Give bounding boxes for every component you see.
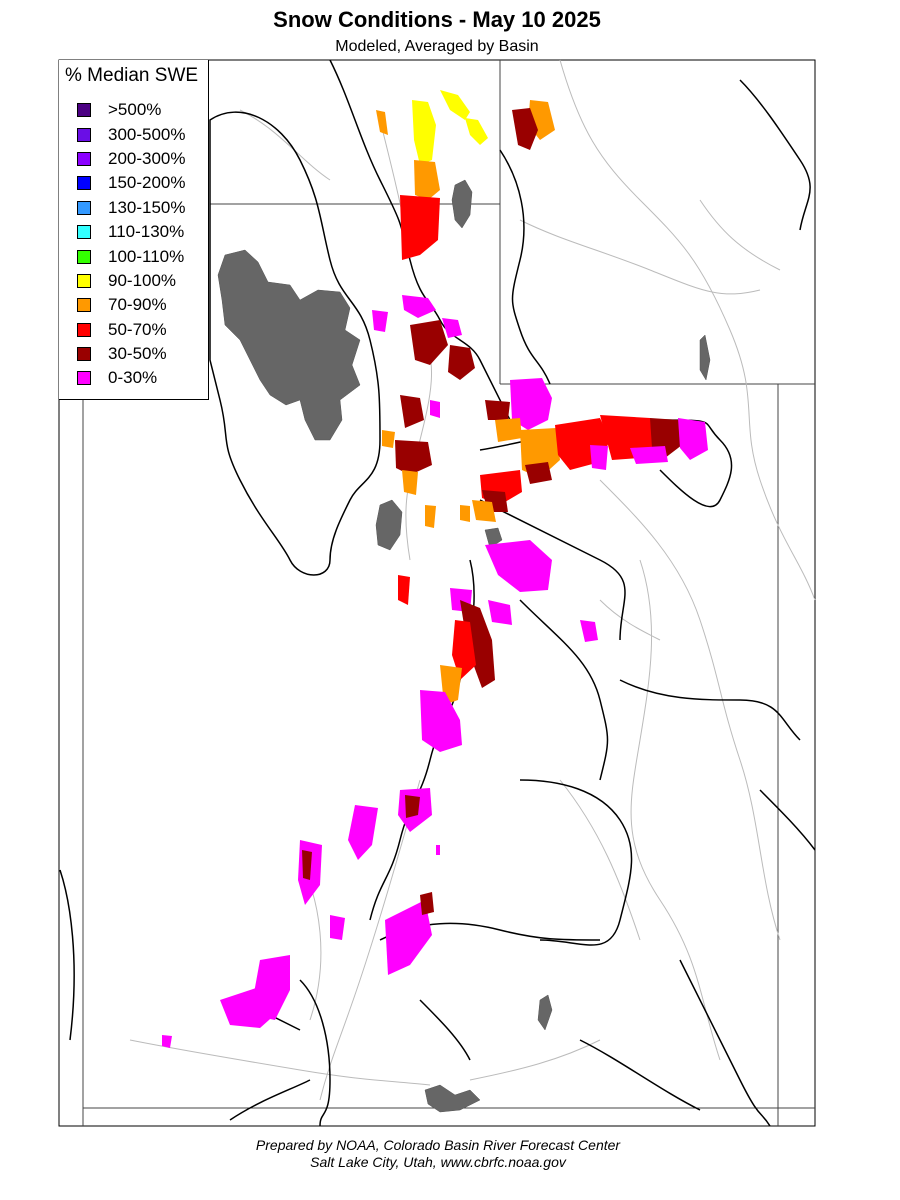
legend-item: 100-110% [77,244,186,268]
snow-patch [485,540,552,592]
snow-patch [400,195,440,260]
legend-swatch [77,371,91,386]
legend-items: >500% 300-500% 200-300% 150-200% 130-150% 110… [77,98,186,391]
legend-label: 300-500% [108,124,186,144]
legend-swatch [77,127,91,142]
legend-item: 150-200% [77,171,186,195]
water-bodies [217,179,711,1113]
legend-label: >500% [108,100,162,120]
legend-swatch [77,103,91,118]
map-frame [58,59,816,1127]
snow-patch [512,108,538,150]
snow-patch [465,118,488,145]
snow-patch [430,400,440,418]
snow-patches [162,90,708,1048]
snow-patch [410,320,448,365]
snow-patch [495,418,522,442]
basin-boundaries [59,59,816,1127]
snow-patch [630,446,668,464]
legend-swatch [77,151,91,166]
snow-patch [302,850,312,880]
legend-swatch [77,249,91,264]
snow-patch [452,620,476,680]
snow-patch [472,500,496,522]
credits: Prepared by NOAA, Colorado Basin River F… [0,1137,876,1171]
legend-swatch [77,200,91,215]
snow-patch [488,600,512,625]
snow-patch [425,505,436,528]
snow-patch [400,395,424,428]
legend-item: >500% [77,98,186,122]
snow-patch [330,915,345,940]
legend-label: 130-150% [108,197,186,217]
legend: % Median SWE >500% 300-500% 200-300% 150-20… [59,60,209,400]
legend-item: 200-300% [77,147,186,171]
snow-patch [678,418,708,460]
snow-patch [510,378,552,430]
legend-label: 90-100% [108,270,177,290]
legend-label: 100-110% [108,246,185,266]
snow-patch [348,805,378,860]
snow-patch [525,462,552,484]
snow-patch [412,100,436,165]
snow-patch [436,845,440,855]
legend-item: 130-150% [77,196,186,220]
snow-patch [448,345,475,380]
legend-item: 110-130% [77,220,186,244]
legend-swatch [77,225,91,240]
map-subtitle: Modeled, Averaged by Basin [335,38,539,55]
legend-item: 30-50% [77,342,186,366]
snow-patch [220,985,278,1028]
legend-label: 30-50% [108,344,167,364]
snow-patch [440,90,470,120]
snow-patch [580,620,598,642]
snow-patch [590,445,608,470]
snow-patch [485,400,510,420]
snow-patch [385,900,432,975]
snow-patch [405,795,420,818]
map-title: Snow Conditions - May 10 2025 [273,7,601,32]
rivers [129,59,816,1101]
snow-patch [395,440,432,475]
snow-patch [382,430,395,448]
legend-item: 90-100% [77,269,186,293]
snow-patch [402,470,418,495]
snow-patch [162,1035,172,1048]
snow-patch [420,892,434,915]
legend-label: 0-30% [108,368,158,388]
legend-swatch [77,322,91,337]
legend-title: % Median SWE [65,65,199,86]
snow-patch [442,318,462,338]
legend-item: 0-30% [77,366,186,390]
legend-label: 50-70% [108,319,167,339]
snow-patch [414,160,440,200]
snow-patch [460,505,470,522]
snow-patch [402,295,436,318]
legend-label: 110-130% [108,222,185,242]
snow-patch [376,110,388,135]
legend-item: 70-90% [77,293,186,317]
snow-patch [420,690,462,752]
credits-line1: Prepared by NOAA, Colorado Basin River F… [255,1137,621,1153]
snow-patch [372,310,388,332]
credits-line2: Salt Lake City, Utah, www.cbrfc.noaa.gov [310,1154,566,1170]
legend-label: 200-300% [108,148,186,168]
legend-swatch [77,273,91,288]
legend-label: 70-90% [108,295,167,315]
legend-label: 150-200% [108,173,186,193]
legend-item: 50-70% [77,318,186,342]
legend-item: 300-500% [77,122,186,146]
legend-swatch [77,176,91,191]
legend-swatch [77,298,91,313]
legend-swatch [77,347,91,362]
snow-patch [398,575,410,605]
